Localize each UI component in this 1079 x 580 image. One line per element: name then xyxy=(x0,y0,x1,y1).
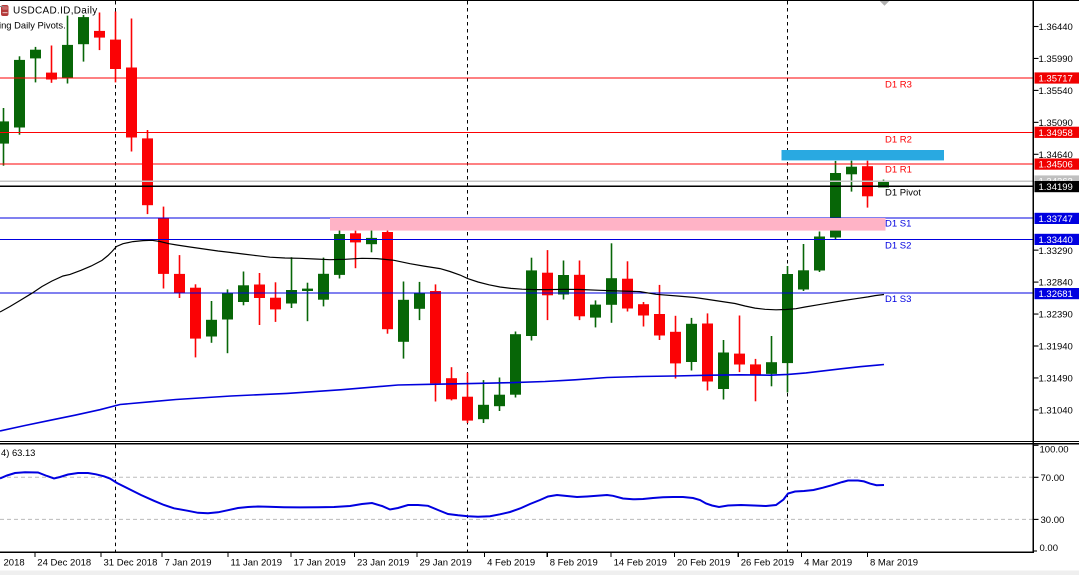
svg-text:ing Daily Pivots.: ing Daily Pivots. xyxy=(0,20,66,31)
svg-text:1.33290: 1.33290 xyxy=(1039,246,1073,257)
svg-text:1.34199: 1.34199 xyxy=(1039,182,1073,193)
svg-text:8 Feb 2019: 8 Feb 2019 xyxy=(550,558,598,569)
svg-text:14 Feb 2019: 14 Feb 2019 xyxy=(614,558,667,569)
svg-text:1.31940: 1.31940 xyxy=(1039,342,1073,353)
svg-text:23 Jan 2019: 23 Jan 2019 xyxy=(357,558,409,569)
svg-text:31 Dec 2018: 31 Dec 2018 xyxy=(104,558,158,569)
svg-text:1.34958: 1.34958 xyxy=(1039,128,1073,139)
svg-text:8 Mar 2019: 8 Mar 2019 xyxy=(870,558,918,569)
svg-text:1.31040: 1.31040 xyxy=(1039,406,1073,417)
svg-text:1.33440: 1.33440 xyxy=(1039,235,1073,246)
svg-text:D1 R1: D1 R1 xyxy=(885,165,912,176)
svg-text:D1 S3: D1 S3 xyxy=(885,294,911,305)
svg-text:D1 S2: D1 S2 xyxy=(885,240,911,251)
svg-text:D1 S1: D1 S1 xyxy=(885,219,911,230)
svg-text:1.32840: 1.32840 xyxy=(1039,278,1073,289)
svg-text:24 Dec 2018: 24 Dec 2018 xyxy=(37,558,91,569)
svg-text:0.00: 0.00 xyxy=(1040,543,1059,554)
svg-text:1.36440: 1.36440 xyxy=(1039,22,1073,33)
svg-text:D1 R3: D1 R3 xyxy=(885,80,912,91)
svg-text:30.00: 30.00 xyxy=(1041,515,1065,526)
svg-text:26 Feb 2019: 26 Feb 2019 xyxy=(741,558,794,569)
svg-text:USDCAD.ID,Daily: USDCAD.ID,Daily xyxy=(13,6,98,17)
svg-text:29 Jan 2019: 29 Jan 2019 xyxy=(420,558,472,569)
svg-text:1.35717: 1.35717 xyxy=(1039,74,1073,85)
svg-text:1.33747: 1.33747 xyxy=(1039,214,1073,225)
svg-text:4) 63.13: 4) 63.13 xyxy=(1,447,35,458)
svg-text:4 Feb 2019: 4 Feb 2019 xyxy=(487,558,535,569)
svg-text:20 Feb 2019: 20 Feb 2019 xyxy=(677,558,730,569)
svg-text:D1 Pivot: D1 Pivot xyxy=(885,188,921,199)
svg-text:70.00: 70.00 xyxy=(1041,473,1065,484)
svg-text:D1 R2: D1 R2 xyxy=(885,135,912,146)
svg-text:1.31490: 1.31490 xyxy=(1039,374,1073,385)
svg-text:1.35990: 1.35990 xyxy=(1039,54,1073,65)
svg-text:17 Jan 2019: 17 Jan 2019 xyxy=(294,558,346,569)
svg-text:100.00: 100.00 xyxy=(1040,445,1069,456)
svg-text:1.35540: 1.35540 xyxy=(1039,86,1073,97)
svg-text:11 Jan 2019: 11 Jan 2019 xyxy=(231,558,283,569)
svg-text:1.32681: 1.32681 xyxy=(1039,289,1073,300)
svg-text:1.34506: 1.34506 xyxy=(1039,160,1073,171)
svg-text:2018: 2018 xyxy=(4,558,25,569)
svg-text:7 Jan 2019: 7 Jan 2019 xyxy=(165,558,212,569)
svg-text:4 Mar 2019: 4 Mar 2019 xyxy=(804,558,852,569)
svg-text:1.32390: 1.32390 xyxy=(1039,310,1073,321)
